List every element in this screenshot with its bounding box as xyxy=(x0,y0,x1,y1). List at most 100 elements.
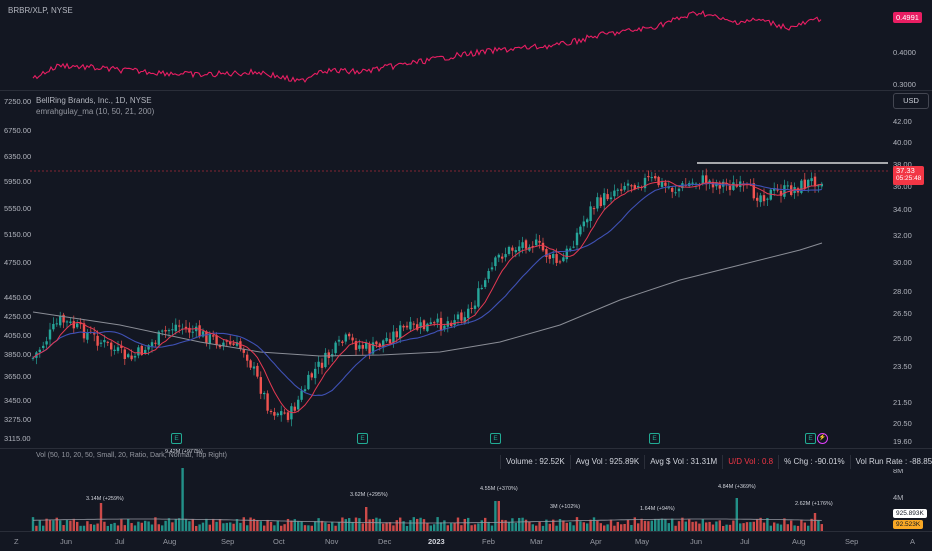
volume-bar xyxy=(266,519,269,531)
volume-bar xyxy=(82,525,86,531)
stat-ud-vol: U/D Vol : 0.8 xyxy=(722,455,778,469)
candle-body xyxy=(310,373,313,378)
ratio-pane[interactable]: BRBR/XLP, NYSE 0.4991 0.4000 0.3000 xyxy=(0,0,932,91)
dividend-lightning-icon[interactable]: ⚡ xyxy=(817,433,828,444)
candle-body xyxy=(497,254,500,258)
candle-body xyxy=(103,340,106,343)
candle-body xyxy=(504,254,507,258)
candle-body xyxy=(817,185,820,187)
ma-21-line xyxy=(32,180,822,414)
candle-body xyxy=(647,176,650,178)
volume-bar xyxy=(800,519,803,531)
earnings-marker-icon[interactable]: E xyxy=(805,433,816,444)
candle-body xyxy=(59,315,62,326)
volume-bar xyxy=(596,520,599,531)
time-axis-label: Feb xyxy=(482,537,495,546)
candle-body xyxy=(354,341,358,350)
candle-body xyxy=(378,343,381,347)
volume-bar xyxy=(45,518,48,531)
left-axis-label: 3115.00 xyxy=(4,434,31,443)
ma-200-line xyxy=(32,242,823,357)
volume-bar xyxy=(59,520,62,531)
volume-bar xyxy=(779,524,783,531)
volume-bar xyxy=(463,518,466,531)
stat-avg-vol: Avg Vol : 925.89K xyxy=(569,455,644,469)
volume-bar xyxy=(820,524,823,531)
candle-body xyxy=(541,242,545,251)
candle-body xyxy=(419,322,422,328)
candle-body xyxy=(599,197,602,207)
candle-body xyxy=(252,366,256,369)
volume-bar xyxy=(518,517,521,531)
candle-body xyxy=(314,368,317,379)
volume-axis-label: 8M xyxy=(893,466,904,475)
volume-bar xyxy=(613,525,616,531)
left-axis-label: 3650.00 xyxy=(4,372,32,381)
volume-bar xyxy=(252,518,256,531)
price-pane[interactable]: BellRing Brands, Inc., 1D, NYSE emrahgul… xyxy=(0,90,932,449)
volume-bar xyxy=(208,524,211,531)
candle-body xyxy=(399,325,402,339)
candle-body xyxy=(144,349,147,354)
volume-bar xyxy=(654,519,657,531)
right-axis-label: 32.00 xyxy=(893,231,912,240)
time-axis-label: Sep xyxy=(221,537,235,546)
volume-bar xyxy=(320,520,324,531)
right-axis-label: 26.50 xyxy=(893,309,912,318)
volume-bar xyxy=(501,519,504,531)
time-axis-label: Jun xyxy=(690,537,703,546)
candle-body xyxy=(752,183,755,199)
volume-bar xyxy=(201,522,205,531)
candle-body xyxy=(392,331,395,343)
volume-bar xyxy=(671,518,674,531)
earnings-marker-icon[interactable]: E xyxy=(357,433,368,444)
volume-bar xyxy=(31,517,35,531)
time-axis[interactable] xyxy=(0,531,932,551)
indicator-label[interactable]: emrahgulay_ma (10, 50, 21, 200) xyxy=(36,107,155,116)
candle-body xyxy=(225,340,228,342)
stat-avg-dollar-vol: Avg $ Vol : 31.31M xyxy=(644,455,722,469)
volume-indicator-label[interactable]: Vol (50, 10, 20, 50, Small, 20, Ratio, D… xyxy=(36,452,227,459)
candle-body xyxy=(96,335,99,346)
currency-button[interactable]: USD xyxy=(893,93,929,109)
volume-bar xyxy=(603,525,606,531)
candle-body xyxy=(575,232,579,246)
volume-pane[interactable]: Vol (50, 10, 20, 50, Small, 20, Ratio, D… xyxy=(0,449,932,531)
volume-bar xyxy=(773,522,776,531)
earnings-marker-icon[interactable]: E xyxy=(171,433,182,444)
volume-bar xyxy=(599,523,602,531)
candle-body xyxy=(677,188,681,192)
volume-bar xyxy=(450,523,453,531)
candle-body xyxy=(110,342,113,350)
volume-bar xyxy=(756,519,759,531)
candle-body xyxy=(327,352,330,359)
candle-body xyxy=(208,333,211,344)
volume-bar xyxy=(667,523,670,531)
left-axis-label: 3450.00 xyxy=(4,396,32,405)
candle-body xyxy=(79,323,82,325)
candle-body xyxy=(494,257,497,267)
volume-bar xyxy=(140,522,143,531)
volume-bar xyxy=(303,525,307,531)
volume-bar xyxy=(280,525,283,531)
volume-bar xyxy=(796,525,800,531)
earnings-marker-icon[interactable]: E xyxy=(649,433,660,444)
candle-body xyxy=(422,320,426,330)
candle-body xyxy=(521,242,524,248)
volume-bar xyxy=(497,501,500,531)
current-volume-tag: 92.523K xyxy=(893,520,924,529)
time-axis-label: Jul xyxy=(740,537,750,546)
right-axis-label: 28.00 xyxy=(893,287,912,296)
chart-title: BellRing Brands, Inc., 1D, NYSE xyxy=(36,96,152,105)
left-axis-label: 4250.00 xyxy=(4,312,32,321)
volume-bar xyxy=(783,518,786,531)
volume-bar xyxy=(178,518,181,531)
right-axis-label: 42.00 xyxy=(893,117,912,126)
volume-bar xyxy=(48,519,52,531)
candle-body xyxy=(657,176,660,186)
candle-body xyxy=(433,322,436,324)
candle-body xyxy=(388,339,392,344)
candle-body xyxy=(412,323,415,325)
volume-bar xyxy=(562,520,565,531)
earnings-marker-icon[interactable]: E xyxy=(490,433,501,444)
